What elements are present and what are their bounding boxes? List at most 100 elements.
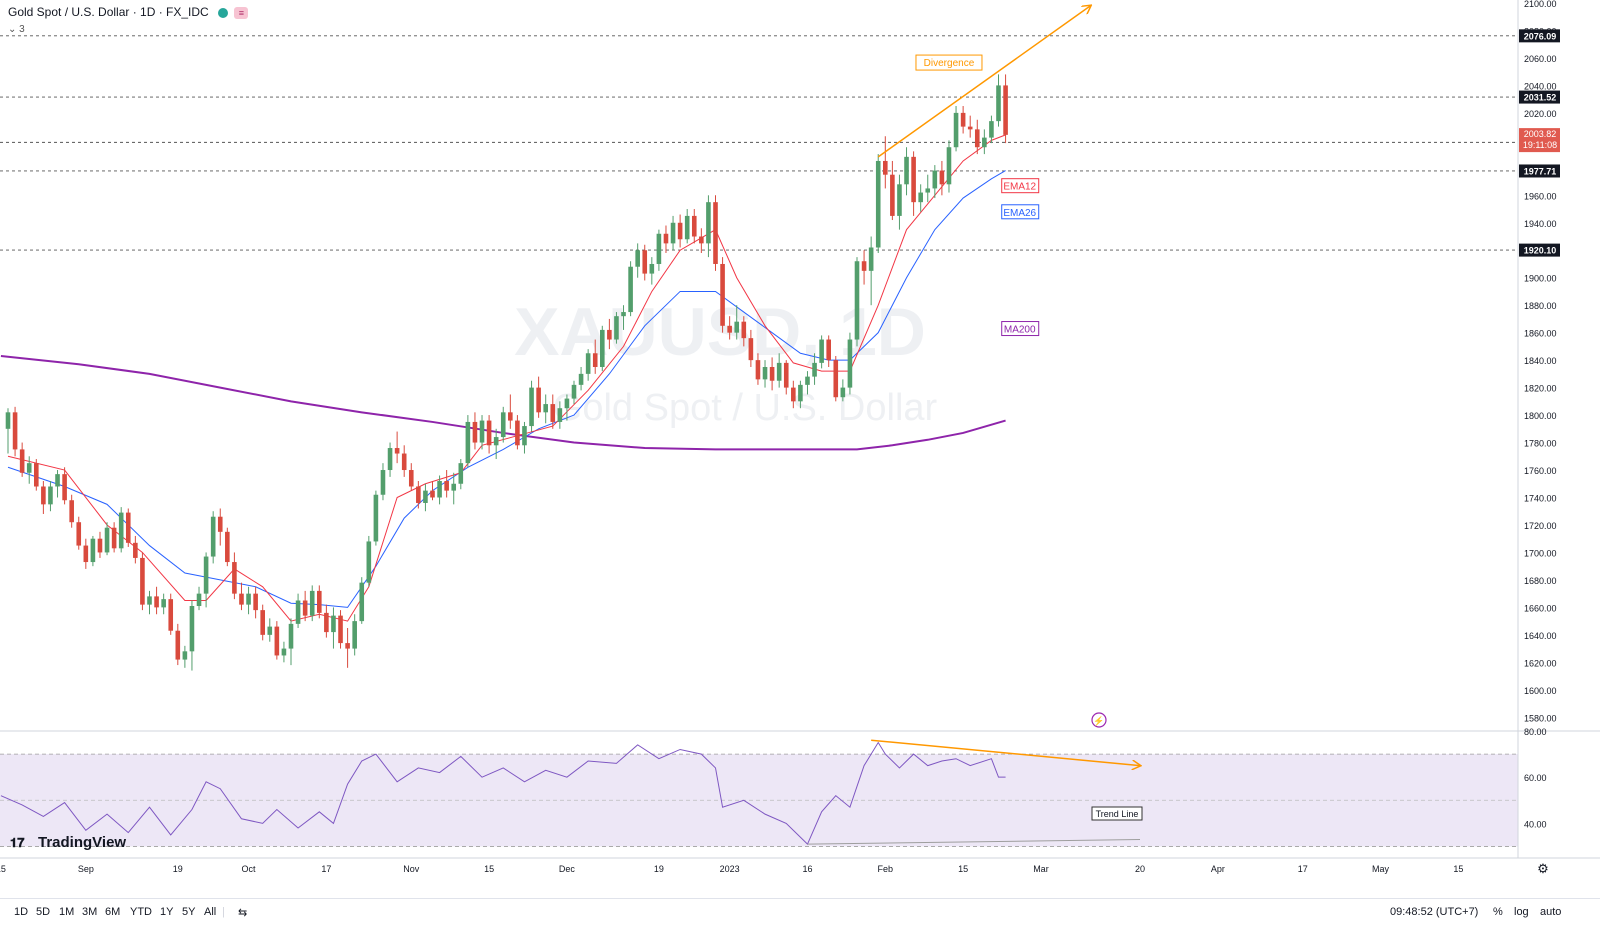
time-tick-label: 15: [0, 864, 6, 874]
indicator-count: 3: [19, 24, 25, 35]
alert-icon[interactable]: ≡: [234, 6, 249, 19]
candle-body: [890, 174, 895, 216]
candle-body: [394, 448, 400, 454]
range-1d-button[interactable]: 1D: [14, 906, 29, 918]
indicator-label-ma200: MA200: [1004, 325, 1036, 336]
go-to-date-icon[interactable]: ⇆: [238, 907, 248, 919]
auto-scale-button[interactable]: auto: [1540, 906, 1562, 918]
rsi-tick-label: 80.00: [1524, 727, 1547, 737]
indicator-toggle[interactable]: ⌄ 3: [8, 24, 25, 35]
candle-body: [203, 556, 209, 594]
time-tick-label: 20: [1135, 864, 1145, 874]
candle-body: [76, 522, 82, 546]
candle-body: [465, 421, 471, 464]
candle-body: [982, 137, 987, 148]
candle-body: [691, 215, 697, 237]
collapse-chevron-icon[interactable]: ⌄: [8, 24, 17, 35]
candle-body: [911, 156, 916, 203]
range-ytd-button[interactable]: YTD: [130, 906, 152, 918]
indicator-label-box: [1001, 204, 1040, 220]
trend-line-label-box: [1091, 806, 1143, 821]
lightning-icon[interactable]: [1091, 712, 1107, 728]
candle-body: [543, 404, 548, 413]
candle-body: [324, 612, 329, 633]
candle-body: [423, 490, 428, 503]
candle-body: [925, 188, 931, 193]
time-tick-label: 17: [321, 864, 331, 874]
time-tick-label: 2023: [720, 864, 740, 874]
candle-body: [5, 412, 11, 429]
symbol-header[interactable]: Gold Spot / U.S. Dollar · 1D · FX_IDC ≡: [8, 5, 249, 19]
candle-body: [607, 329, 612, 340]
candle-body: [444, 481, 449, 491]
candle-body: [776, 362, 782, 381]
candle-body: [939, 170, 945, 185]
range-5y-button[interactable]: 5Y: [182, 906, 196, 918]
range-all-button[interactable]: All: [204, 906, 217, 918]
range-5d-button[interactable]: 5D: [36, 906, 51, 918]
bar-countdown-text: 19:11:08: [1523, 140, 1557, 150]
candle-body: [189, 606, 195, 652]
price-level-badge-text: 1977.71: [1524, 166, 1557, 176]
candle-body: [147, 596, 152, 605]
candle-body: [833, 360, 839, 398]
candle-body: [416, 486, 421, 503]
candle-body: [309, 590, 315, 616]
last-price-text: 2003.82: [1524, 129, 1557, 139]
range-6m-button[interactable]: 6M: [105, 906, 121, 918]
candle-body: [960, 112, 966, 127]
candle-body: [677, 222, 683, 240]
settings-gear-icon[interactable]: ⚙: [1537, 861, 1549, 876]
candle-body: [868, 247, 874, 271]
time-tick-label: Feb: [878, 864, 894, 874]
bottom-toolbar: 1D 5D 1M 3M 6M YTD 1Y 5Y All | ⇆ 09:48:5…: [0, 898, 1600, 928]
candle-body: [741, 321, 747, 339]
price-tick-label: 1760.00: [1524, 466, 1557, 476]
time-tick-label: 19: [654, 864, 664, 874]
candle-body: [635, 250, 640, 267]
price-tick-label: 1840.00: [1524, 356, 1557, 366]
time-tick-label: 15: [958, 864, 968, 874]
time-tick-label: 16: [802, 864, 812, 874]
price-tick-label: 1600.00: [1524, 686, 1557, 696]
candle-body: [69, 500, 74, 523]
candle-body: [875, 160, 881, 248]
time-tick-label: 15: [484, 864, 494, 874]
candle-body: [932, 170, 938, 189]
candle-body: [140, 557, 145, 605]
range-3m-button[interactable]: 3M: [82, 906, 98, 918]
divergence-label-text: Divergence: [924, 58, 975, 69]
candle-body: [479, 420, 485, 443]
candle-body: [154, 596, 159, 608]
time-tick-label: May: [1372, 864, 1390, 874]
range-1y-button[interactable]: 1Y: [160, 906, 174, 918]
candle-body: [104, 527, 110, 553]
candle-body: [118, 512, 124, 549]
candle-body: [239, 593, 244, 605]
rsi-line: [0, 741, 1006, 846]
candle-body: [989, 121, 994, 138]
candle-body: [656, 233, 662, 264]
percent-scale-button[interactable]: %: [1493, 906, 1503, 918]
candle-body: [168, 599, 174, 631]
range-1m-button[interactable]: 1M: [59, 906, 75, 918]
candle-body: [288, 623, 294, 649]
candle-body: [720, 263, 725, 326]
price-tick-label: 2040.00: [1524, 81, 1557, 91]
divergence-label-box: [915, 54, 983, 71]
candle-body: [897, 184, 902, 216]
candle-body: [727, 325, 732, 333]
candle-body: [12, 412, 18, 450]
time-tick-label: Apr: [1211, 864, 1225, 874]
candle-body: [967, 126, 973, 130]
log-scale-button[interactable]: log: [1514, 906, 1529, 918]
price-level-badge-text: 2031.52: [1524, 93, 1557, 103]
candle-body: [260, 610, 265, 635]
indicator-label-box: [1001, 321, 1040, 337]
candle-body: [366, 541, 372, 583]
clock-readout[interactable]: 09:48:52 (UTC+7): [1390, 906, 1479, 918]
candle-body: [529, 387, 534, 427]
indicator-label-ema26: EMA26: [1003, 208, 1036, 219]
